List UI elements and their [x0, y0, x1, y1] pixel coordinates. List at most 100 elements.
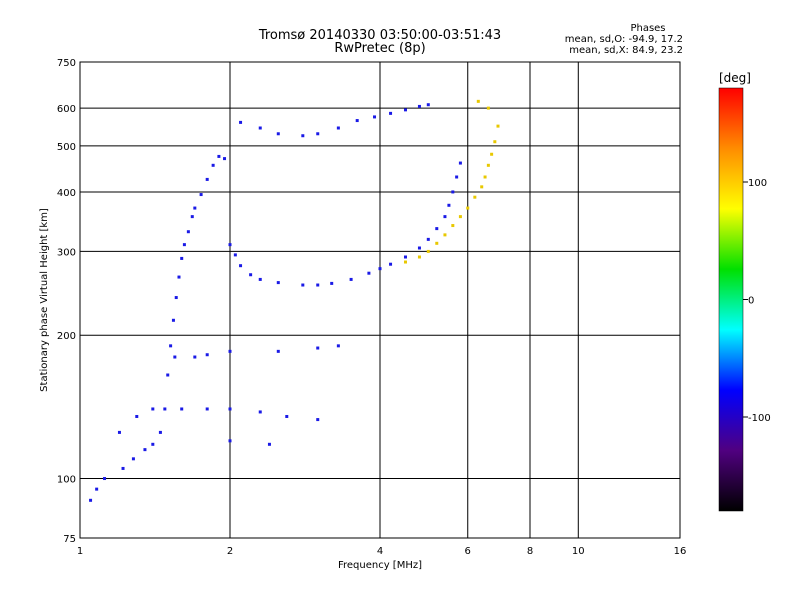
data-point: [458, 161, 462, 165]
data-point: [239, 120, 243, 124]
data-point: [447, 203, 451, 207]
y-tick-label: 300: [57, 247, 76, 258]
x-axis-label: Frequency [MHz]: [338, 560, 422, 571]
data-point: [417, 246, 421, 250]
y-tick-label: 100: [57, 475, 76, 486]
data-point: [228, 407, 232, 411]
data-point: [403, 260, 407, 264]
data-point: [205, 177, 209, 181]
data-point: [249, 273, 253, 277]
data-point: [177, 275, 181, 279]
stats-x-mode: mean, sd,X: 84.9, 23.2: [569, 45, 683, 56]
data-point: [173, 355, 177, 359]
data-point: [267, 442, 271, 446]
data-point: [367, 271, 371, 275]
data-point: [121, 466, 125, 470]
x-tick-label: 2: [227, 546, 233, 557]
data-point: [228, 349, 232, 353]
y-tick-label: 75: [63, 534, 76, 545]
data-point: [417, 255, 421, 259]
data-point: [211, 163, 215, 167]
data-point: [228, 439, 232, 443]
data-point: [403, 108, 407, 112]
data-point: [258, 126, 262, 130]
data-point: [163, 407, 167, 411]
data-point: [217, 154, 221, 158]
data-point: [135, 414, 139, 418]
data-point: [233, 253, 237, 257]
data-point: [199, 193, 203, 197]
x-tick-label: 4: [377, 546, 383, 557]
data-point: [403, 255, 407, 259]
data-point: [476, 99, 480, 103]
data-point: [466, 206, 470, 210]
data-point: [228, 243, 232, 247]
data-point: [435, 241, 439, 245]
data-point: [486, 163, 490, 167]
y-axis-label: Stationary phase Virtual Height [km]: [39, 208, 50, 392]
data-point: [239, 264, 243, 268]
data-point: [373, 115, 377, 119]
data-point: [151, 442, 155, 446]
data-point: [493, 140, 497, 144]
colorbar-tick-label: 0: [748, 296, 754, 307]
data-point: [276, 349, 280, 353]
data-point: [171, 318, 175, 322]
y-tick-label: 600: [57, 104, 76, 115]
data-point: [483, 175, 487, 179]
data-point: [316, 283, 320, 287]
data-point: [182, 243, 186, 247]
data-point: [336, 126, 340, 130]
data-points: [89, 99, 500, 502]
data-point: [276, 281, 280, 285]
data-point: [486, 106, 490, 110]
data-point: [435, 227, 439, 231]
data-point: [490, 152, 494, 156]
data-point: [473, 195, 477, 199]
data-point: [169, 344, 173, 348]
x-tick-label: 1: [77, 546, 83, 557]
data-point: [389, 262, 393, 266]
chart-title: Tromsø 20140330 03:50:00-03:51:43: [258, 28, 501, 43]
data-point: [451, 190, 455, 194]
data-point: [443, 215, 447, 219]
data-point: [316, 346, 320, 350]
data-point: [205, 353, 209, 357]
data-point: [301, 283, 305, 287]
data-point: [180, 407, 184, 411]
grid-lines: [80, 62, 680, 538]
colorbar-tick-label: -100: [748, 413, 771, 424]
data-point: [166, 373, 170, 377]
data-point: [205, 407, 209, 411]
x-tick-label: 6: [465, 546, 471, 557]
x-tick-label: 16: [674, 546, 687, 557]
data-point: [480, 185, 484, 189]
data-point: [190, 215, 194, 219]
data-point: [355, 119, 359, 123]
colorbar-ticks: 100 0 -100: [743, 178, 771, 424]
data-point: [95, 487, 99, 491]
x-axis-ticks: 1 2 4 6 8 10 16: [77, 546, 687, 557]
data-point: [451, 224, 455, 228]
x-tick-label: 10: [572, 546, 585, 557]
y-tick-label: 750: [57, 58, 76, 69]
y-tick-label: 500: [57, 142, 76, 153]
data-point: [285, 414, 289, 418]
data-point: [174, 296, 178, 300]
data-point: [336, 344, 340, 348]
colorbar-label: [deg]: [719, 71, 751, 85]
stats-o-mode: mean, sd,O: -94.9, 17.2: [565, 34, 683, 45]
data-point: [258, 277, 262, 281]
data-point: [417, 104, 421, 108]
data-point: [193, 206, 197, 210]
data-point: [455, 175, 459, 179]
data-point: [151, 407, 155, 411]
data-point: [301, 134, 305, 138]
data-point: [89, 498, 93, 502]
plot-frame: [79, 61, 681, 539]
data-point: [223, 157, 227, 161]
y-axis-ticks: 75 100 200 300 400 500 600 750: [57, 58, 76, 545]
stats-heading: Phases: [630, 23, 665, 34]
data-point: [316, 132, 320, 136]
